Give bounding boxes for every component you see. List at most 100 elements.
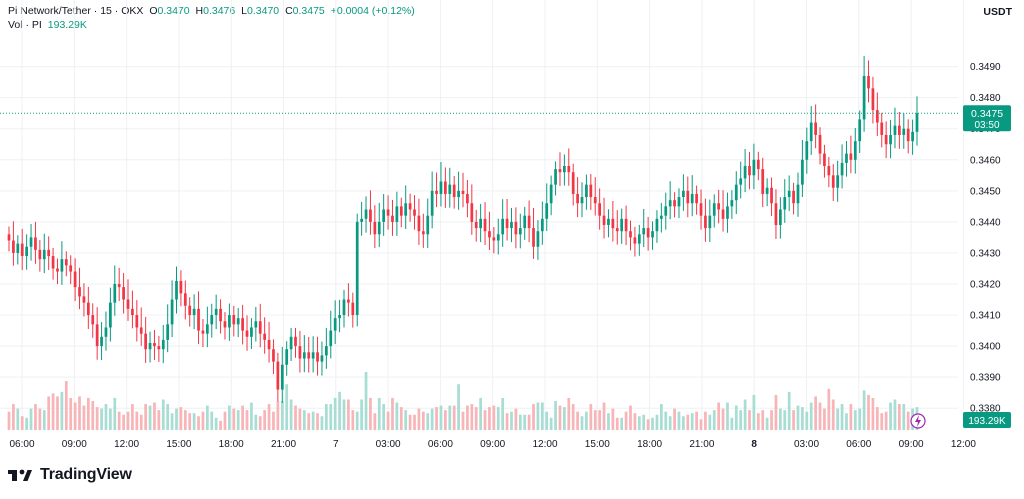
candle-body bbox=[778, 209, 782, 225]
volume-bar bbox=[651, 417, 654, 430]
candle-body bbox=[51, 256, 55, 269]
candle-body bbox=[884, 134, 888, 145]
volume-bar bbox=[391, 397, 394, 430]
candle-body bbox=[342, 299, 346, 316]
x-tick-label: 06:00 bbox=[9, 439, 34, 450]
volume-bar bbox=[430, 408, 434, 430]
volume-bar bbox=[82, 405, 86, 430]
volume-bar bbox=[369, 397, 372, 430]
volume-bar bbox=[289, 399, 293, 430]
tradingview-brand[interactable]: TradingView bbox=[8, 466, 132, 484]
volume-bar bbox=[245, 410, 249, 430]
candle-body bbox=[47, 249, 51, 257]
candle-body bbox=[188, 305, 192, 316]
candle-body bbox=[100, 336, 103, 347]
volume-bar bbox=[770, 410, 773, 430]
volume-bar bbox=[585, 411, 588, 430]
candle-body bbox=[637, 234, 641, 244]
candle-body bbox=[86, 302, 90, 316]
candle-body bbox=[875, 110, 879, 123]
high-value: 0.3476 bbox=[203, 5, 236, 17]
candle-body bbox=[126, 299, 130, 309]
volume-bar bbox=[153, 402, 156, 430]
volume-bar bbox=[205, 405, 209, 430]
last-volume-value: 193.29K bbox=[968, 416, 1006, 427]
volume-bar bbox=[426, 413, 430, 430]
volume-bar bbox=[408, 414, 412, 430]
candle-body bbox=[64, 259, 68, 266]
volume-bar bbox=[7, 411, 11, 430]
candle-body bbox=[153, 343, 156, 347]
volume-bar bbox=[333, 397, 337, 430]
candle-body bbox=[219, 308, 222, 322]
candle-body bbox=[360, 218, 363, 222]
candle-body bbox=[809, 122, 813, 142]
candle-body bbox=[34, 237, 37, 250]
candle-body bbox=[831, 175, 835, 188]
candle-body bbox=[677, 197, 681, 207]
candle-body bbox=[761, 169, 765, 194]
volume-bar bbox=[474, 407, 478, 430]
volume-bar bbox=[589, 404, 593, 430]
candle-body bbox=[567, 166, 571, 173]
volume-bar bbox=[845, 413, 848, 430]
candle-body bbox=[585, 184, 588, 198]
high-label: H bbox=[195, 5, 204, 17]
volume-bar bbox=[214, 417, 218, 430]
candle-body bbox=[131, 308, 134, 316]
volume-label: Vol · PI bbox=[8, 19, 42, 31]
candle-body bbox=[205, 324, 209, 334]
candle-body bbox=[853, 141, 857, 160]
candle-body bbox=[686, 190, 690, 204]
volume-bar bbox=[814, 396, 817, 430]
volume-bar bbox=[576, 411, 579, 430]
x-tick-label: 06:00 bbox=[428, 439, 453, 450]
y-tick-label: 0.3380 bbox=[970, 404, 1001, 415]
candle-body bbox=[113, 284, 117, 303]
volume-bar bbox=[554, 401, 557, 430]
candle-body bbox=[245, 330, 249, 337]
candle-body bbox=[571, 172, 575, 194]
volume-bar bbox=[188, 413, 192, 430]
volume-bar bbox=[611, 408, 615, 430]
volume-bar bbox=[104, 404, 108, 430]
volume-bar bbox=[452, 405, 456, 430]
y-tick-label: 0.3450 bbox=[970, 186, 1001, 197]
volume-bar bbox=[12, 404, 15, 430]
volume-bar bbox=[386, 411, 390, 430]
candle-body bbox=[898, 125, 901, 135]
volume-bar bbox=[307, 413, 311, 430]
volume-bar bbox=[461, 411, 465, 430]
volume-bar bbox=[228, 405, 231, 430]
volume-bar bbox=[708, 414, 712, 430]
volume-bar bbox=[20, 416, 24, 430]
volume-bar bbox=[492, 405, 496, 430]
candle-body bbox=[316, 352, 319, 362]
volume-bar bbox=[78, 396, 81, 430]
volume-bar bbox=[778, 408, 782, 430]
candle-body bbox=[452, 184, 456, 198]
currency-label[interactable]: USDT bbox=[983, 6, 1012, 18]
candle-body bbox=[417, 215, 421, 232]
volume-bar bbox=[144, 404, 148, 430]
volume-bar bbox=[598, 410, 602, 430]
volume-bar bbox=[880, 413, 884, 430]
volume-bar bbox=[783, 410, 787, 430]
volume-bar bbox=[488, 407, 491, 430]
candle-body bbox=[104, 327, 108, 337]
candle-body bbox=[704, 215, 707, 229]
open-value: 0.3470 bbox=[157, 5, 190, 17]
candle-body bbox=[906, 128, 910, 142]
volume-bar bbox=[540, 402, 544, 430]
volume-bar bbox=[56, 396, 59, 430]
candle-body bbox=[505, 218, 509, 229]
volume-bar bbox=[91, 401, 95, 430]
volume-bar bbox=[435, 407, 438, 430]
volume-bar bbox=[505, 413, 509, 430]
candle-body bbox=[532, 228, 535, 247]
volume-bar bbox=[765, 417, 769, 430]
candle-body bbox=[236, 318, 240, 325]
candle-body bbox=[351, 302, 355, 316]
candle-body bbox=[148, 343, 152, 350]
